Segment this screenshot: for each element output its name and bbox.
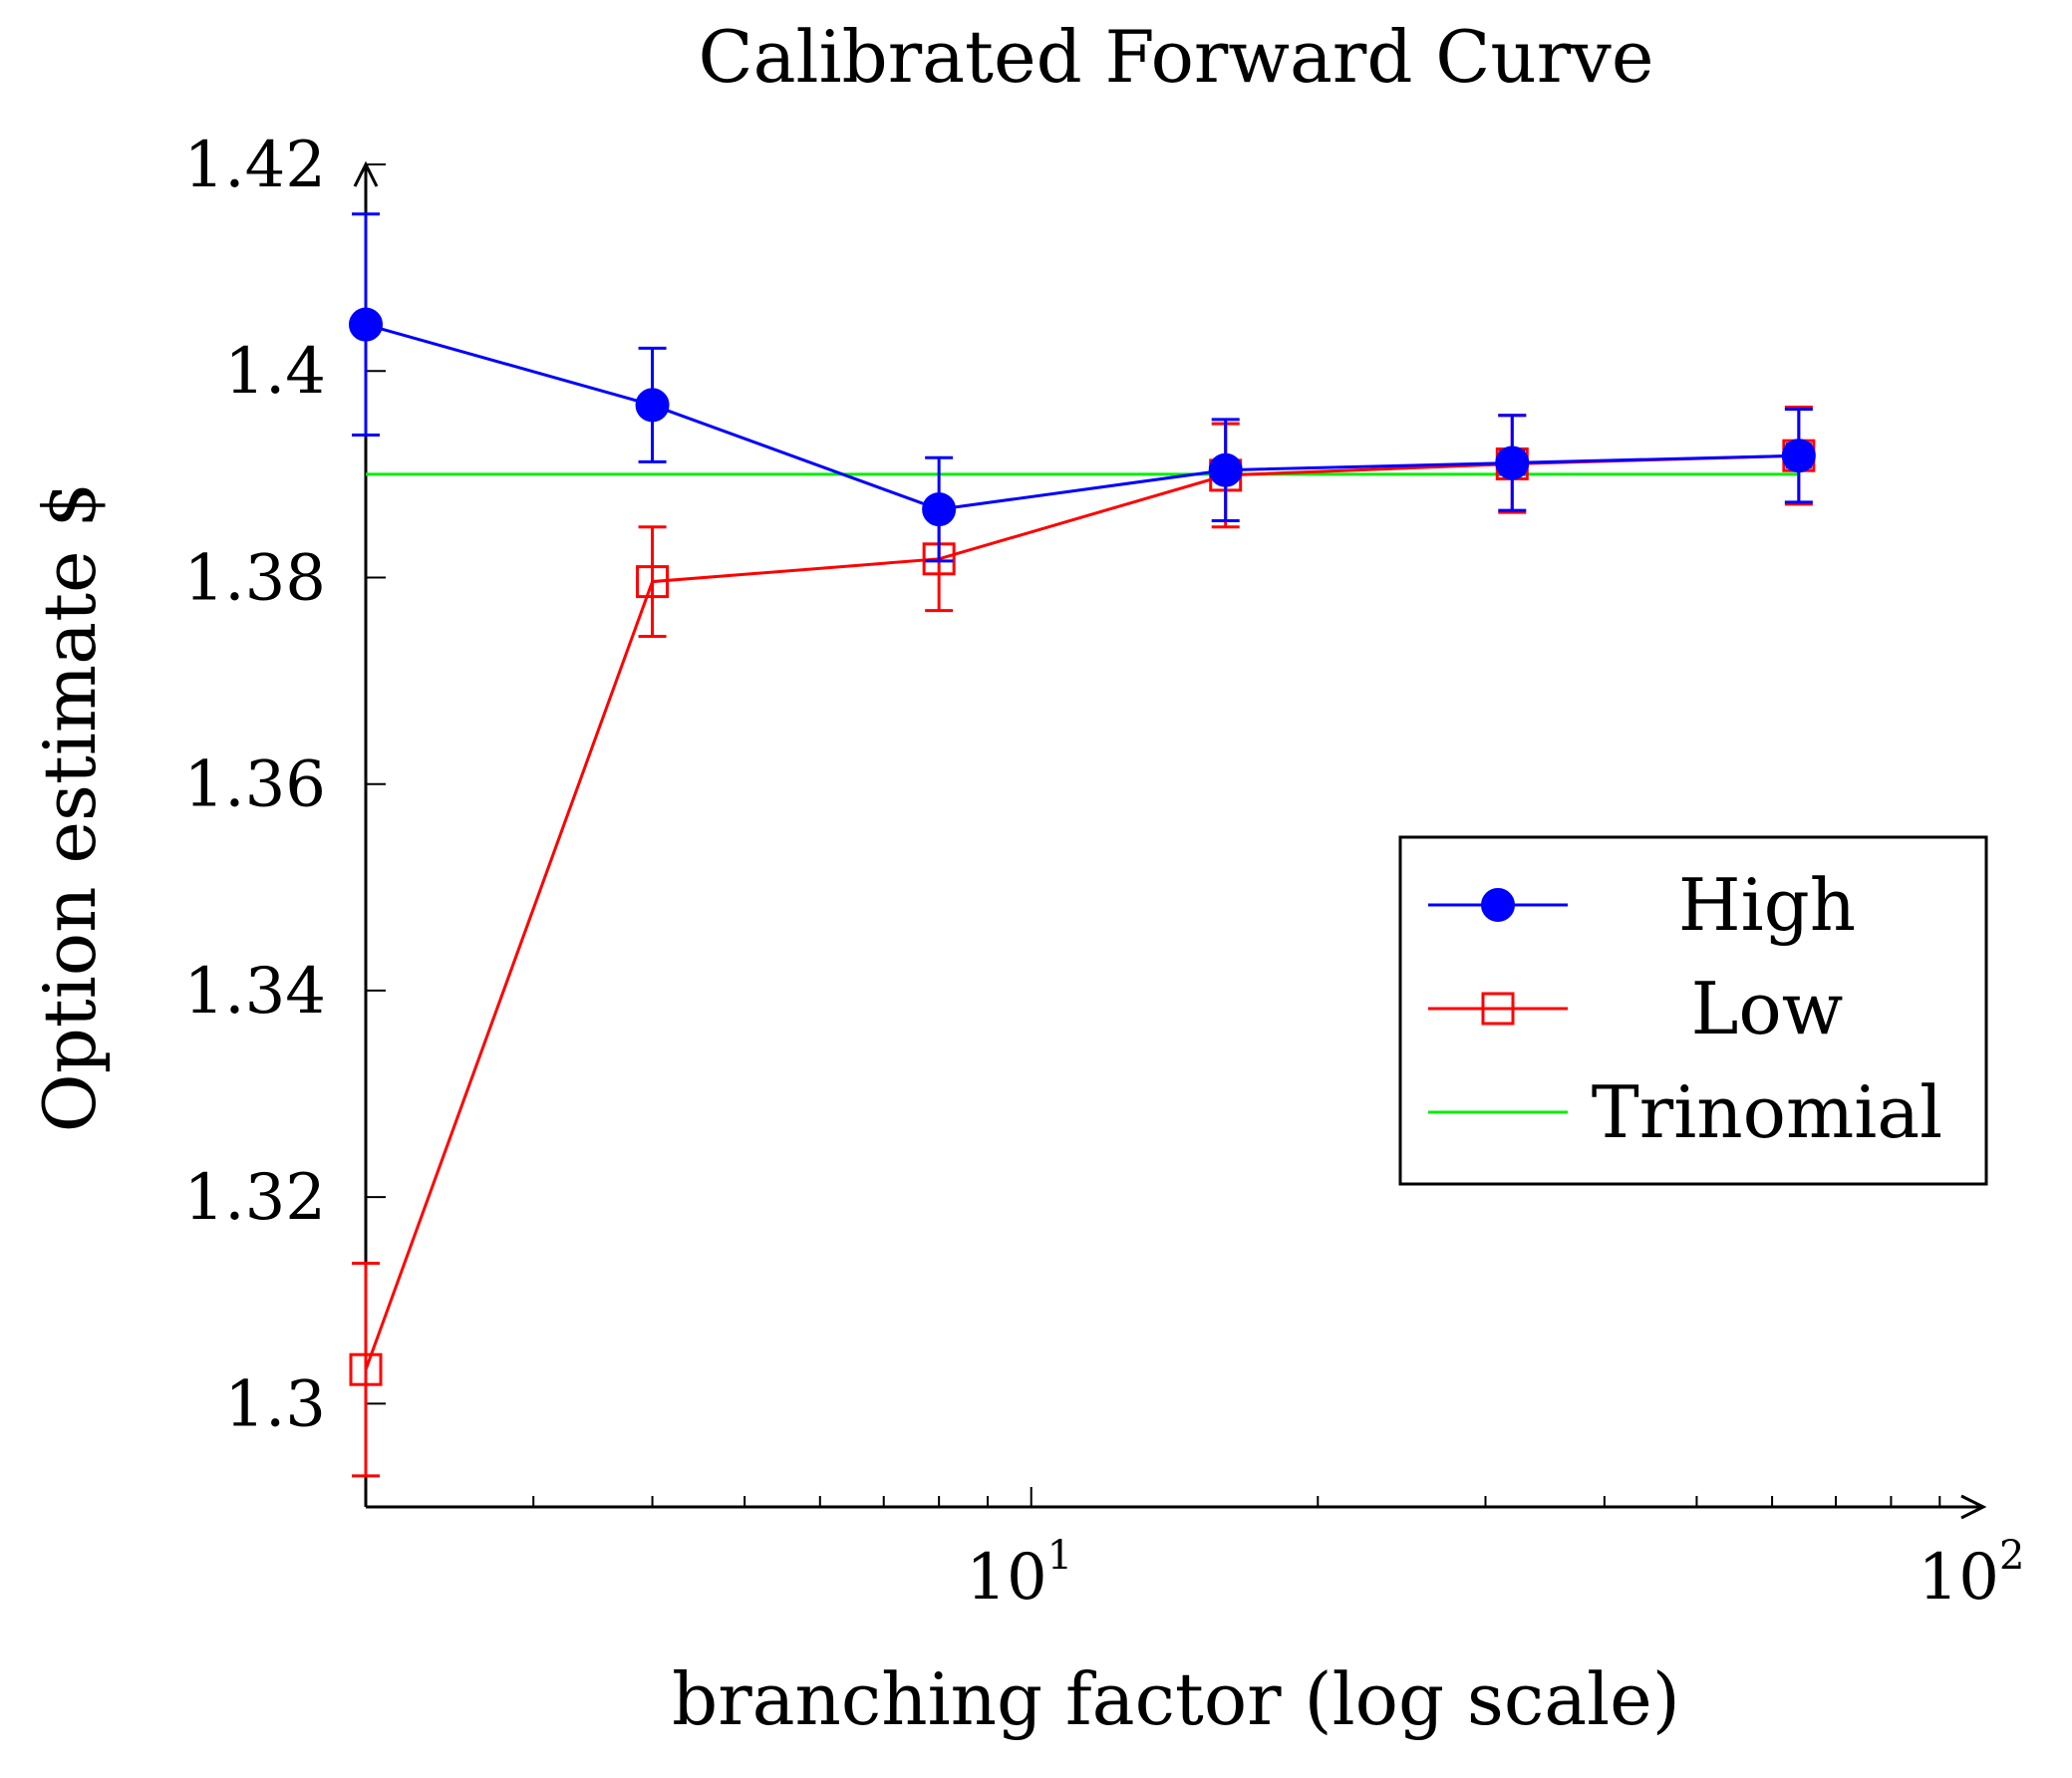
error-bar	[352, 1261, 380, 1478]
x-tick-label: 101	[966, 1533, 1072, 1615]
error-bar	[638, 525, 667, 639]
data-point	[349, 307, 383, 342]
legend-label: Trinomial	[1592, 1070, 1942, 1154]
data-point	[349, 1352, 383, 1386]
plot-area: 101 102 1.3 1.32 1.34 1.36 1.38 1.4 1.42	[184, 129, 2025, 1615]
y-tick-label: 1.34	[184, 955, 327, 1029]
data-point	[635, 388, 670, 423]
x-tick-label: 102	[1919, 1533, 2025, 1615]
legend-marker	[1481, 992, 1515, 1026]
chart-title: Calibrated Forward Curve	[699, 15, 1654, 99]
data-point	[922, 492, 957, 527]
series-high	[349, 212, 1816, 563]
data-point	[1208, 452, 1243, 487]
y-tick-label: 1.4	[224, 335, 326, 409]
data-point-overlap	[1499, 449, 1526, 476]
legend: High Low Trinomial	[1398, 835, 1988, 1186]
legend-marker	[1481, 888, 1515, 922]
y-tick-label: 1.36	[184, 748, 327, 822]
legend-label: Low	[1691, 967, 1844, 1050]
x-axis-label: branching factor (log scale)	[672, 1657, 1680, 1741]
legend-entry: High	[1428, 863, 1856, 947]
data-point	[636, 565, 670, 599]
x-axis-arrow	[1960, 1494, 1987, 1520]
legend-entry: Low	[1428, 967, 1843, 1050]
series-line	[365, 323, 1799, 511]
y-tick-label: 1.3	[224, 1367, 326, 1441]
y-tick-label: 1.38	[184, 541, 327, 615]
y-tick-label: 1.32	[184, 1161, 327, 1235]
legend-label: High	[1678, 863, 1856, 947]
legend-entry: Trinomial	[1428, 1070, 1942, 1154]
data-point-overlap	[1785, 443, 1812, 469]
y-axis-label: Option estimate $	[28, 482, 112, 1133]
y-tick-label: 1.42	[184, 129, 327, 202]
